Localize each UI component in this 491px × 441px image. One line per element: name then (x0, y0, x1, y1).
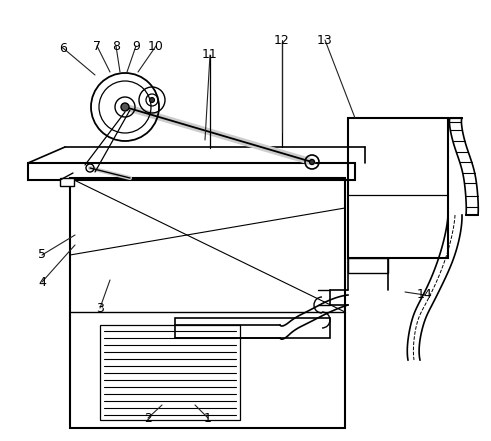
Text: 7: 7 (93, 40, 101, 52)
Bar (100, 325, 240, 420)
Bar (60, 178, 74, 186)
Text: 13: 13 (317, 34, 333, 46)
Text: 1: 1 (204, 411, 212, 425)
Text: 9: 9 (132, 40, 140, 52)
Circle shape (121, 103, 129, 111)
Text: 3: 3 (96, 302, 104, 314)
Circle shape (309, 160, 315, 164)
Text: 6: 6 (59, 41, 67, 55)
Bar (348, 258, 388, 273)
Text: 14: 14 (417, 288, 433, 302)
Bar (348, 118, 448, 258)
Text: 11: 11 (202, 49, 218, 61)
Bar (28, 163, 355, 180)
Text: 10: 10 (148, 40, 164, 52)
Circle shape (149, 97, 155, 102)
Text: 8: 8 (112, 40, 120, 52)
Text: 2: 2 (144, 411, 152, 425)
Text: 4: 4 (38, 276, 46, 288)
Text: 12: 12 (274, 34, 290, 46)
Bar (175, 318, 330, 338)
Text: 5: 5 (38, 248, 46, 262)
Bar (70, 178, 345, 428)
